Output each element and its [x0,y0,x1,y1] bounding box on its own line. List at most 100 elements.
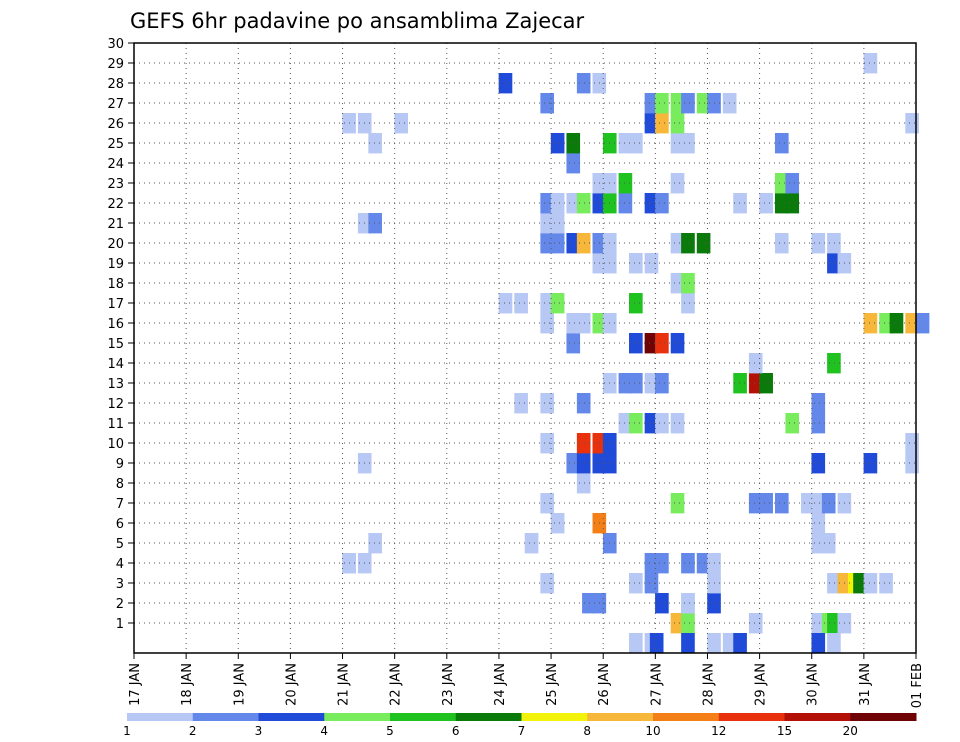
data-cell [759,373,773,394]
data-cell [889,313,904,334]
data-cell [655,193,669,214]
data-cell [670,613,685,634]
data-cell [670,233,685,254]
y-tick-label: 24 [107,157,124,172]
data-cell [733,633,747,654]
y-tick-label: 18 [107,277,124,292]
x-tick-label: 24 JAN [493,663,508,706]
x-tick-label: 26 JAN [597,663,612,706]
data-cell [540,313,555,334]
data-cell [681,273,695,294]
data-cell [827,353,841,374]
data-cell [811,413,826,434]
y-tick-label: 5 [116,537,124,552]
data-cell [566,153,581,174]
colorbar-swatch [521,713,588,721]
y-tick-label: 2 [116,597,124,612]
data-cell [576,73,591,94]
x-tick-label: 25 JAN [545,663,560,706]
data-cell [759,193,773,214]
colorbar-swatch [455,713,522,721]
colorbar-label: 12 [711,724,726,738]
y-tick-label: 16 [107,317,124,332]
data-cell [681,93,695,114]
data-cell [566,333,581,354]
data-cell [759,493,773,514]
y-tick-label: 22 [107,197,124,212]
data-cell [670,413,685,434]
colorbar-swatch [192,713,259,721]
y-tick-label: 26 [107,117,124,132]
data-cell [550,193,565,214]
data-cell [905,113,919,134]
data-cell [774,233,789,254]
x-tick-label: 31 JAN [858,663,873,706]
data-cell [811,513,826,534]
data-cell [618,373,633,394]
y-tick-label: 6 [116,517,124,532]
data-cell [576,453,591,474]
data-cell [655,553,669,574]
data-cell [655,113,669,134]
data-cell [540,493,555,514]
colorbar-label: 20 [843,724,858,738]
data-cell [644,573,659,594]
x-tick-label: 19 JAN [232,663,247,706]
x-tick-label: 21 JAN [337,663,352,706]
data-cells [342,53,930,654]
data-cell [550,513,565,534]
data-cell [863,453,878,474]
data-cell [368,533,382,554]
colorbar-label: 1 [123,724,131,738]
data-cell [629,333,643,354]
data-cell [827,633,841,654]
y-tick-label: 28 [107,77,124,92]
data-cell [566,313,581,334]
colorbar-label: 3 [255,724,263,738]
colorbar-label: 10 [645,724,660,738]
data-cell [514,293,528,314]
data-cell [582,593,596,614]
y-tick-label: 23 [107,177,124,192]
data-cell [879,313,893,334]
data-cell [618,133,633,154]
data-cell [821,533,836,554]
data-cell [821,493,836,514]
data-cell [827,253,841,274]
data-cell [670,113,685,134]
data-cell [774,493,789,514]
data-cell [566,133,581,154]
colorbar-swatch [587,713,654,721]
x-tick-label: 27 JAN [649,663,664,706]
data-cell [681,613,695,634]
data-cell [394,113,409,134]
y-tick-label: 21 [107,217,124,232]
data-cell [550,213,565,234]
data-cell [785,173,800,194]
data-cell [681,133,695,154]
x-tick-label: 01 FEB [910,663,925,708]
colorbar-swatch [784,713,851,721]
gridlines [134,42,916,653]
y-tick-label: 17 [107,297,124,312]
data-cell [576,233,591,254]
data-cell [670,133,685,154]
colorbar-swatch [258,713,325,721]
colorbar-label: 4 [320,724,328,738]
data-cell [785,413,800,434]
data-cell [905,453,919,474]
data-cell [722,633,737,654]
data-cell [524,533,539,554]
y-tick-label: 3 [116,577,124,592]
x-tick-label: 30 JAN [806,663,821,706]
data-cell [733,373,747,394]
data-cell [681,233,695,254]
data-cell [863,313,878,334]
data-cell [550,293,565,314]
data-cell [827,573,841,594]
data-cell [576,393,591,414]
y-tick-label: 10 [107,437,124,452]
y-tick-label: 7 [116,497,124,512]
colorbar-label: 8 [583,724,591,738]
data-cell [629,133,643,154]
